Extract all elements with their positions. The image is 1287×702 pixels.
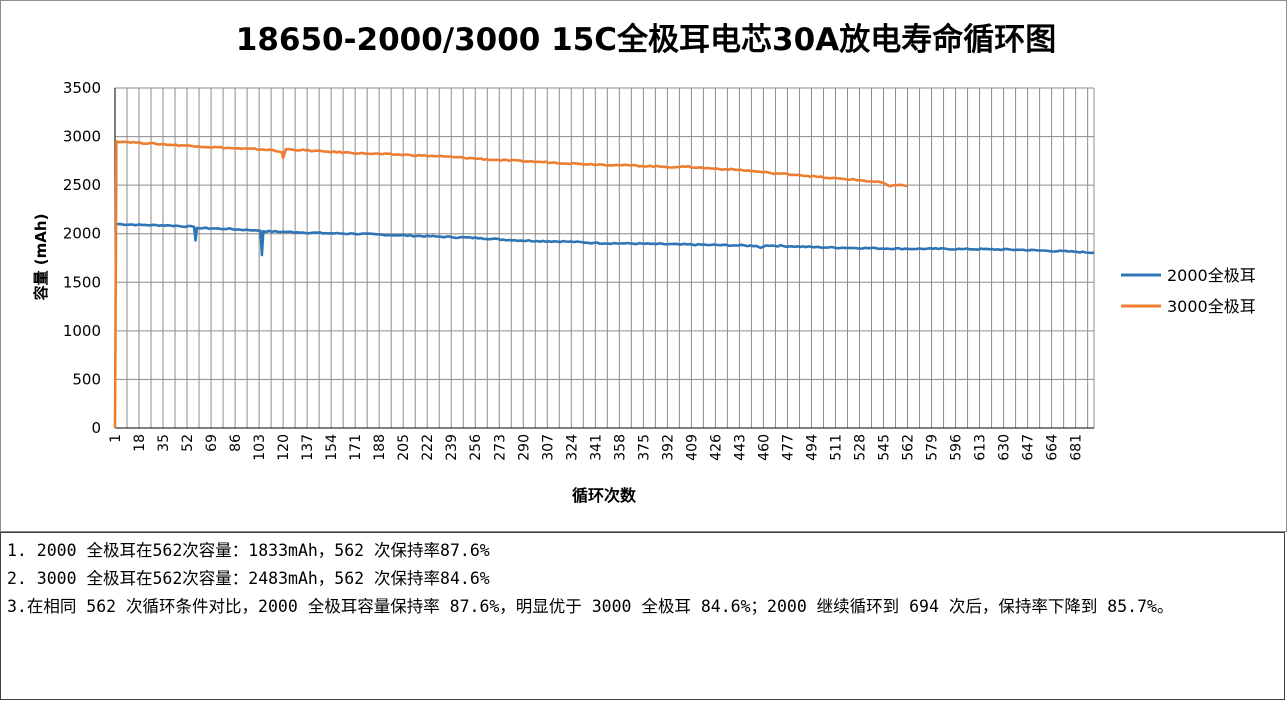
legend-label: 2000全极耳 [1167,266,1256,285]
x-tick-label: 511 [828,434,844,461]
x-tick-label: 69 [204,434,220,452]
y-tick-label: 500 [72,370,101,388]
note-line-2: 2. 3000 全极耳在562次容量：2483mAh，562 次保持率84.6% [7,569,490,588]
x-tick-label: 477 [780,434,796,461]
x-tick-label: 358 [612,434,628,461]
x-tick-label: 324 [564,434,580,461]
x-tick-label: 681 [1069,434,1085,461]
legend-label: 3000全极耳 [1167,297,1256,316]
x-tick-label: 528 [852,434,868,461]
x-tick-label: 103 [252,434,268,461]
x-tick-label: 443 [732,434,748,461]
x-tick-label: 630 [997,434,1013,461]
y-tick-label: 1000 [63,322,101,340]
y-tick-label: 1500 [63,273,101,291]
y-tick-label: 2000 [63,225,101,243]
x-tick-label: 188 [372,434,388,461]
x-tick-label: 290 [516,434,532,461]
x-tick-label: 579 [925,434,941,461]
x-tick-label: 239 [444,434,460,461]
x-tick-label: 647 [1021,434,1037,461]
x-tick-label: 375 [636,434,652,461]
x-tick-label: 392 [660,434,676,461]
y-axis-label: 容量 (mAh) [32,214,50,302]
x-tick-label: 18 [132,434,148,452]
x-tick-label: 86 [228,434,244,452]
x-tick-label: 171 [348,434,364,461]
gridlines [114,87,1095,429]
y-tick-label: 3000 [63,128,101,146]
x-axis-label: 循环次数 [572,486,637,505]
y-tick-label: 3500 [63,79,101,97]
x-tick-label: 120 [276,434,292,461]
x-tick-label: 426 [708,434,724,461]
x-tick-label: 613 [973,434,989,461]
x-tick-label: 460 [756,434,772,461]
series-line-1 [114,222,1095,257]
x-tick-label: 273 [492,434,508,461]
x-tick-label: 35 [156,434,172,452]
x-tick-label: 1 [108,434,124,443]
series-lines [113,140,1095,429]
x-tick-label: 562 [901,434,917,461]
chart: 18650-2000/3000 15C全极耳电芯30A放电寿命循环图 0 500 1… [32,22,1256,505]
x-tick-label: 494 [804,434,820,461]
note-line-3: 3.在相同 562 次循环条件对比，2000 全极耳容量保持率 87.6%，明显… [7,597,1174,616]
notes-box: 1. 2000 全极耳在562次容量：1833mAh，562 次保持率87.6%… [0,532,1285,700]
x-tick-label: 256 [468,434,484,461]
x-tick-label: 409 [684,434,700,461]
series-line-2 [113,140,908,429]
y-tick-label: 0 [91,419,101,437]
y-tick-label: 2500 [63,176,101,194]
note-line-1: 1. 2000 全极耳在562次容量：1833mAh，562 次保持率87.6% [7,541,490,560]
chart-frame: 18650-2000/3000 15C全极耳电芯30A放电寿命循环图 0 500 1… [0,0,1287,532]
x-tick-label: 545 [877,434,893,461]
x-tick-label: 341 [588,434,604,461]
legend: 2000全极耳 3000全极耳 [1121,266,1256,316]
x-tick-label: 205 [396,434,412,461]
x-tick-label: 52 [180,434,196,452]
x-tick-label: 222 [420,434,436,461]
x-tick-label: 137 [300,434,316,461]
x-tick-label: 307 [540,434,556,461]
chart-title: 18650-2000/3000 15C全极耳电芯30A放电寿命循环图 [236,22,1056,58]
x-tick-label: 154 [324,434,340,461]
axes: 0 500 1000 1500 2000 2500 3000 3500 1 18 35 52 69 86 1… [63,79,1094,461]
x-tick-label: 596 [949,434,965,461]
x-tick-label: 664 [1045,434,1061,461]
